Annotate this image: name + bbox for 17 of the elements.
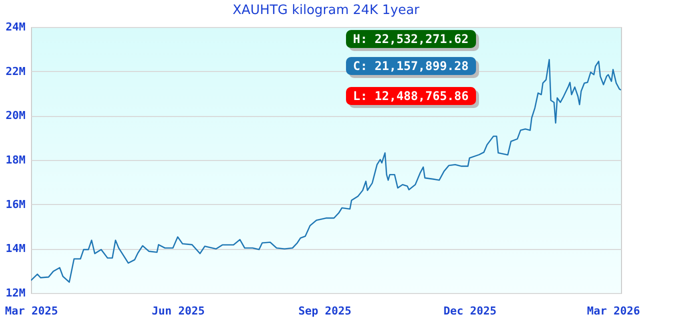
y-tick-label: 20M: [6, 109, 26, 122]
chart-title: XAUHTG kilogram 24K 1year: [232, 3, 420, 18]
annotation: C: 21,157,899.28: [346, 57, 476, 75]
x-tick-label: Sep 2025: [298, 304, 352, 318]
y-tick-label: 22M: [6, 64, 26, 78]
y-tick-label: 12M: [6, 286, 26, 300]
x-tick-label: Dec 2025: [444, 304, 497, 318]
y-tick-label: 16M: [6, 198, 26, 211]
x-tick-label: Mar 2026: [587, 304, 640, 318]
y-tick-label: 18M: [6, 154, 26, 166]
annotation: H: 22,532,271.62: [346, 30, 476, 48]
y-tick-label: 24M: [6, 20, 26, 34]
y-tick-label: 14M: [6, 242, 26, 256]
annotation: L: 12,488,765.86: [346, 87, 476, 105]
x-tick-label: Mar 2025: [5, 304, 58, 318]
x-tick-label: Jun 2025: [152, 304, 205, 318]
line-series: [31, 58, 621, 283]
